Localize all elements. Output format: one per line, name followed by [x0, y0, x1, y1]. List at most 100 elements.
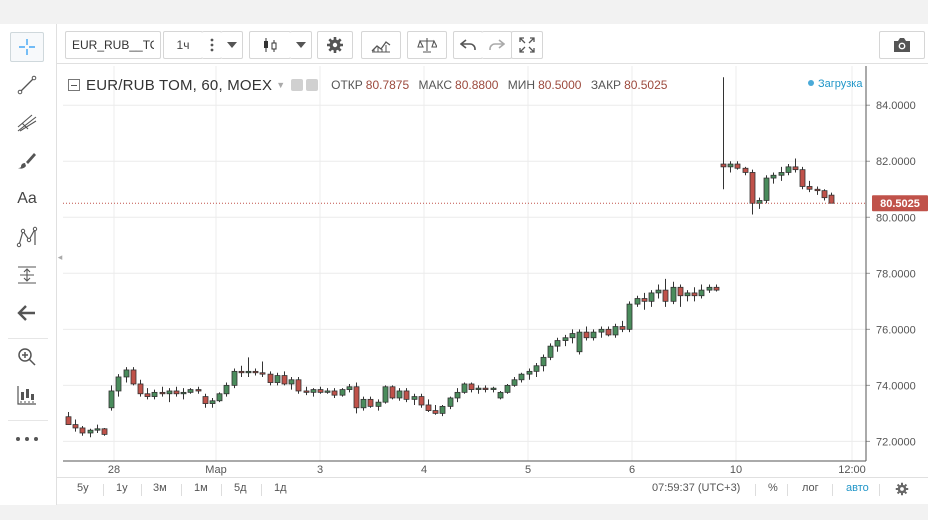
candle [288, 379, 295, 385]
range-5d[interactable]: 5д [234, 482, 247, 494]
separator [755, 484, 756, 496]
loading-text: Загрузка [818, 78, 863, 90]
zoom-in-icon[interactable] [10, 342, 44, 372]
candle [317, 389, 324, 393]
candle [360, 398, 367, 409]
camera-icon[interactable] [879, 31, 925, 59]
chevron-down-icon[interactable] [221, 31, 243, 59]
price-tick-label: 76.0000 [876, 324, 916, 336]
candle [123, 369, 130, 378]
sidebar-collapse-handle[interactable]: ◂ [57, 252, 63, 262]
candle [418, 396, 425, 406]
candle [461, 383, 468, 393]
price-tick-label: 82.0000 [876, 156, 916, 168]
candle [216, 393, 223, 402]
candle [554, 340, 561, 347]
chart-legend: EUR/RUB TOM, 60, MOEX ▼ ОТКР 80.7875 МАКС… [68, 76, 673, 94]
crosshair-icon[interactable] [10, 32, 44, 62]
candle [367, 398, 374, 407]
candle [454, 391, 461, 399]
candle [173, 390, 180, 395]
eye-icon[interactable] [291, 79, 304, 91]
open-value: 80.7875 [365, 78, 410, 92]
more-icon[interactable] [10, 424, 44, 454]
indicators-icon[interactable] [361, 31, 401, 59]
clock[interactable]: 07:59:37 (UTC+3) [652, 482, 741, 494]
separator [787, 484, 788, 496]
time-tick-label: 3 [317, 464, 323, 476]
candle [396, 390, 403, 399]
candle [770, 174, 777, 179]
time-tick-label: 5 [525, 464, 531, 476]
range-5y[interactable]: 5y [77, 482, 89, 494]
candle [324, 390, 331, 393]
arrow-left-icon[interactable] [10, 298, 44, 328]
interval-button[interactable]: 1ч [163, 31, 203, 59]
pitchfork-icon[interactable] [10, 108, 44, 138]
candle [540, 356, 547, 367]
candle [94, 428, 101, 431]
settings-small-icon[interactable] [306, 79, 319, 91]
candle [137, 383, 144, 395]
fullscreen-icon[interactable] [511, 31, 543, 59]
ruler-icon[interactable] [10, 380, 44, 410]
candle [346, 386, 353, 390]
candle [691, 292, 698, 297]
candle [749, 172, 756, 204]
chevron-down-icon[interactable]: ▼ [276, 80, 286, 90]
time-tick-label: 10 [730, 464, 742, 476]
range-1y[interactable]: 1y [116, 482, 128, 494]
candle [468, 383, 475, 390]
ohlc-values: ОТКР 80.7875 МАКС 80.8800 МИН 80.5000 ЗАКР 8… [331, 78, 673, 92]
range-3m[interactable]: 3м [153, 482, 167, 494]
candle [698, 289, 705, 297]
candle [151, 391, 158, 397]
candle [497, 391, 504, 399]
time-tick-label: 6 [629, 464, 635, 476]
candle [670, 286, 677, 302]
pattern-icon[interactable] [10, 222, 44, 252]
candle [475, 387, 482, 390]
open-label: ОТКР [331, 78, 363, 92]
collapse-legend-icon[interactable] [68, 79, 80, 91]
candle [339, 389, 346, 396]
low-label: МИН [507, 78, 536, 92]
compare-icon[interactable] [407, 31, 447, 59]
candle [792, 166, 799, 171]
symbol-input[interactable] [65, 31, 161, 59]
chart-title[interactable]: EUR/RUB TOM, 60, MOEX [86, 76, 273, 94]
trend-line-icon[interactable] [10, 70, 44, 100]
log-toggle[interactable]: лог [802, 482, 819, 494]
candle [576, 331, 583, 353]
range-1m[interactable]: 1м [194, 482, 208, 494]
candle [281, 375, 288, 385]
price-tick-label: 78.0000 [876, 268, 916, 280]
toolbar-divider [8, 420, 48, 421]
gear-icon[interactable] [895, 482, 909, 499]
candle [411, 396, 418, 400]
measure-icon[interactable] [10, 260, 44, 290]
candle [72, 424, 79, 429]
text-tool-icon[interactable]: Aa [17, 190, 37, 207]
brush-icon[interactable] [10, 146, 44, 176]
last-price-label: 80.5025 [880, 198, 920, 210]
chart-type-button[interactable] [249, 31, 291, 59]
candle [662, 289, 669, 302]
candle [295, 379, 302, 392]
candle [742, 167, 749, 173]
candle [144, 393, 151, 397]
range-1d[interactable]: 1д [274, 482, 287, 494]
chevron-down-icon[interactable] [290, 31, 312, 59]
time-tick-label: 4 [421, 464, 427, 476]
low-value: 80.5000 [538, 78, 582, 92]
gear-icon[interactable] [317, 31, 353, 59]
candle [785, 166, 792, 173]
candle [511, 379, 518, 386]
auto-toggle[interactable]: авто [846, 482, 869, 494]
candle [389, 386, 396, 399]
percent-toggle[interactable]: % [768, 482, 778, 494]
candle [720, 163, 727, 168]
candle [432, 410, 439, 414]
candle [425, 404, 432, 411]
